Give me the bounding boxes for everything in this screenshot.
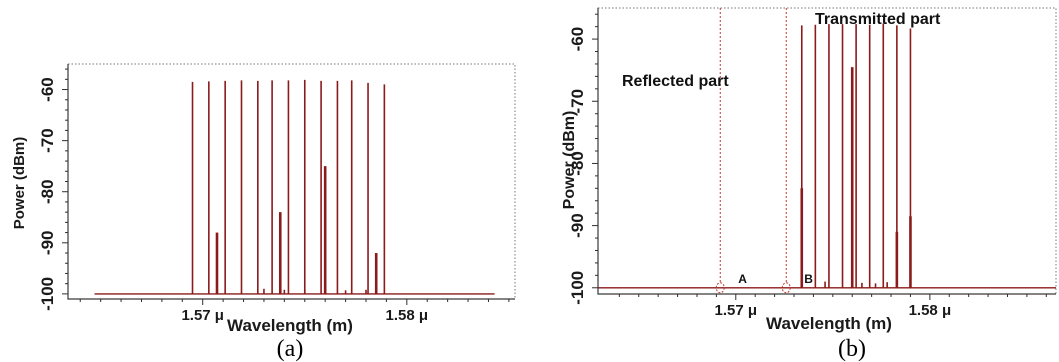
y-tick-label: -90 bbox=[38, 231, 57, 256]
y-tick-label: -70 bbox=[38, 128, 57, 153]
chart-b-y-axis-label: Power (dBm) bbox=[561, 111, 578, 210]
marker-circle-b bbox=[781, 282, 791, 294]
chart-b-frame bbox=[597, 7, 1057, 295]
marker-label-a: A bbox=[738, 272, 747, 286]
y-tick-label: -80 bbox=[568, 151, 587, 176]
chart-a: -60 -70 -80 -90 -100 1.57 μ 1.58 μ Wavelength… bbox=[11, 63, 516, 362]
chart-a-y-ticks: -60 -70 -80 -90 -100 bbox=[38, 68, 68, 311]
chart-b-marks bbox=[598, 23, 1056, 289]
chart-b-y-ticks: -60 -70 -80 -90 -100 bbox=[568, 13, 598, 305]
chart-a-axes bbox=[67, 64, 515, 300]
chart-b-axes bbox=[597, 8, 1056, 295]
annotation-reflected-part: Reflected part bbox=[622, 73, 729, 90]
y-tick-label: -80 bbox=[38, 179, 57, 204]
y-tick-label: -90 bbox=[568, 213, 587, 238]
y-tick-label: -100 bbox=[38, 277, 57, 311]
y-tick-label: -100 bbox=[568, 271, 587, 305]
x-tick-label: 1.57 μ bbox=[715, 302, 758, 319]
y-tick-label: -60 bbox=[568, 27, 587, 52]
chart-b-x-ticks: 1.57 μ 1.58 μ bbox=[618, 294, 1047, 319]
chart-a-y-axis-label: Power (dBm) bbox=[11, 137, 28, 230]
y-tick-label: -70 bbox=[568, 89, 587, 114]
marker-label-b: B bbox=[804, 272, 813, 286]
chart-b-x-axis-label: Wavelength (m) bbox=[766, 314, 892, 333]
x-tick-label: 1.58 μ bbox=[386, 307, 429, 324]
chart-a-x-axis-label: Wavelength (m) bbox=[227, 316, 353, 335]
chart-a-x-ticks: 1.57 μ 1.58 μ bbox=[79, 299, 510, 324]
marker-circle-a bbox=[715, 282, 725, 294]
chart-a-frame bbox=[67, 63, 516, 300]
chart-a-marks bbox=[94, 79, 495, 295]
x-tick-label: 1.57 μ bbox=[181, 307, 224, 324]
y-tick-label: -60 bbox=[38, 77, 57, 102]
annotation-transmitted-part: Transmitted part bbox=[815, 11, 941, 28]
x-tick-label: 1.58 μ bbox=[909, 302, 952, 319]
caption-b: (b) bbox=[838, 336, 866, 362]
caption-a: (a) bbox=[277, 336, 304, 362]
